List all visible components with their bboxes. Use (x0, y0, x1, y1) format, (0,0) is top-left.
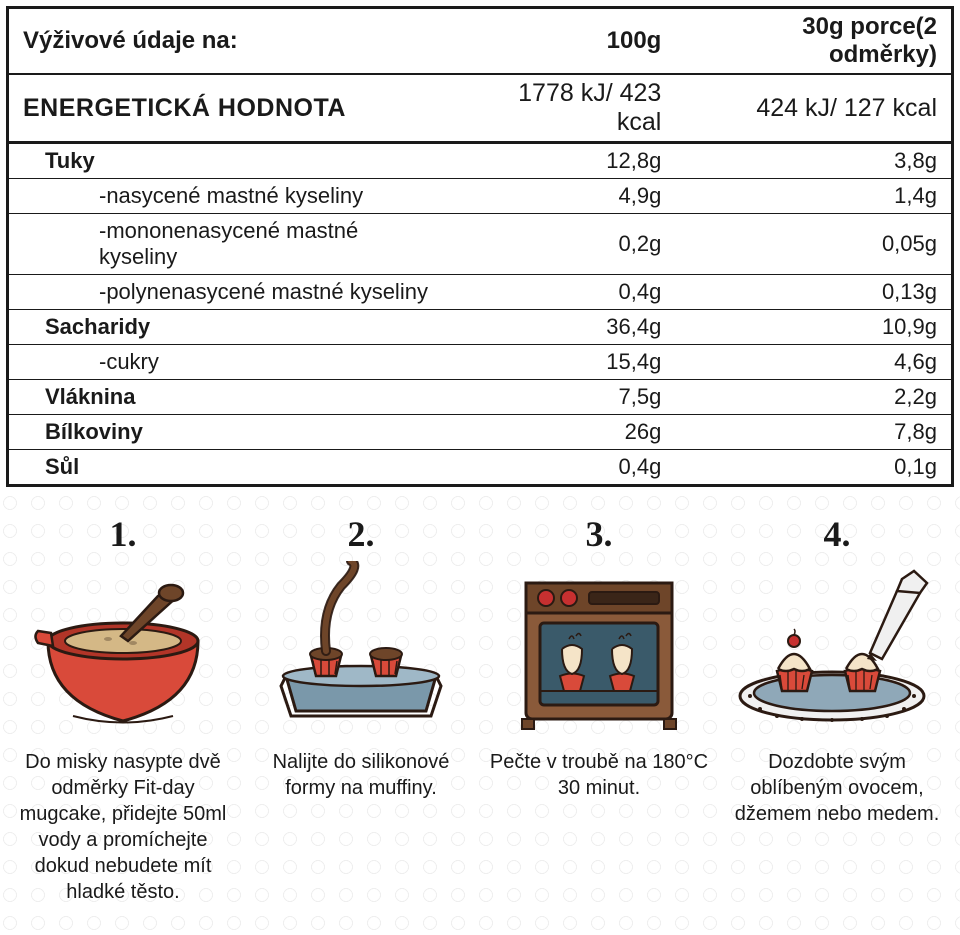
energy-v1: 1778 kJ/ 423 kcal (455, 74, 676, 143)
cell-v2: 1,4g (675, 179, 951, 214)
step-1: 1. Do misky nasypte dvě odměrky Fit-day … (10, 513, 236, 905)
cell-label: -polynenasycené mastné kyseliny (9, 275, 455, 310)
cell-label: Tuky (9, 143, 455, 179)
table-row: Tuky12,8g3,8g (9, 143, 951, 179)
step-text: Pečte v troubě na 180°C 30 minut. (486, 749, 712, 801)
header-col1: 100g (455, 9, 676, 74)
cell-v2: 10,9g (675, 310, 951, 345)
cell-v2: 0,05g (675, 214, 951, 275)
cell-label: -nasycené mastné kyseliny (9, 179, 455, 214)
nutrition-table: Výživové údaje na: 100g 30g porce(2 odmě… (6, 6, 954, 487)
cell-label: -mononenasycené mastné kyseliny (9, 214, 455, 275)
cell-v1: 26g (455, 415, 676, 450)
step-3: 3. (486, 513, 712, 905)
cell-v2: 7,8g (675, 415, 951, 450)
step-4: 4. (724, 513, 950, 905)
cell-v1: 4,9g (455, 179, 676, 214)
cell-v2: 3,8g (675, 143, 951, 179)
header-col2: 30g porce(2 odměrky) (675, 9, 951, 74)
step-number: 1. (10, 513, 236, 555)
table-row: -cukry15,4g4,6g (9, 345, 951, 380)
steps-section: 1. Do misky nasypte dvě odměrky Fit-day … (0, 493, 960, 935)
cell-v1: 36,4g (455, 310, 676, 345)
step-2: 2. (248, 513, 474, 905)
step-number: 3. (486, 513, 712, 555)
cell-label: Vláknina (9, 380, 455, 415)
step-text: Dozdobte svým oblíbeným ovocem, džemem n… (724, 749, 950, 827)
cell-v2: 4,6g (675, 345, 951, 380)
step-number: 4. (724, 513, 950, 555)
cell-v2: 0,13g (675, 275, 951, 310)
cell-v2: 2,2g (675, 380, 951, 415)
oven-icon (486, 561, 712, 731)
table-row: Sůl0,4g0,1g (9, 450, 951, 485)
cell-v1: 0,4g (455, 450, 676, 485)
table-row: Vláknina7,5g2,2g (9, 380, 951, 415)
cell-v1: 7,5g (455, 380, 676, 415)
table-row: Sacharidy36,4g10,9g (9, 310, 951, 345)
step-number: 2. (248, 513, 474, 555)
decorate-icon (724, 561, 950, 731)
cell-v1: 0,4g (455, 275, 676, 310)
table-header-row: Výživové údaje na: 100g 30g porce(2 odmě… (9, 9, 951, 74)
cell-v1: 0,2g (455, 214, 676, 275)
cell-v1: 15,4g (455, 345, 676, 380)
cell-label: -cukry (9, 345, 455, 380)
bowl-icon (10, 561, 236, 731)
energy-v2: 424 kJ/ 127 kcal (675, 74, 951, 143)
header-label: Výživové údaje na: (9, 9, 455, 74)
muffin-tray-icon (248, 561, 474, 731)
table-row: Bílkoviny26g7,8g (9, 415, 951, 450)
step-text: Do misky nasypte dvě odměrky Fit-day mug… (10, 749, 236, 905)
cell-label: Bílkoviny (9, 415, 455, 450)
step-text: Nalijte do silikonové formy na muffiny. (248, 749, 474, 801)
table-row: -polynenasycené mastné kyseliny0,4g0,13g (9, 275, 951, 310)
energy-row: ENERGETICKÁ HODNOTA 1778 kJ/ 423 kcal 42… (9, 74, 951, 143)
energy-label: ENERGETICKÁ HODNOTA (9, 74, 455, 143)
cell-v1: 12,8g (455, 143, 676, 179)
table-row: -nasycené mastné kyseliny4,9g1,4g (9, 179, 951, 214)
cell-label: Sůl (9, 450, 455, 485)
cell-label: Sacharidy (9, 310, 455, 345)
table-row: -mononenasycené mastné kyseliny0,2g0,05g (9, 214, 951, 275)
cell-v2: 0,1g (675, 450, 951, 485)
